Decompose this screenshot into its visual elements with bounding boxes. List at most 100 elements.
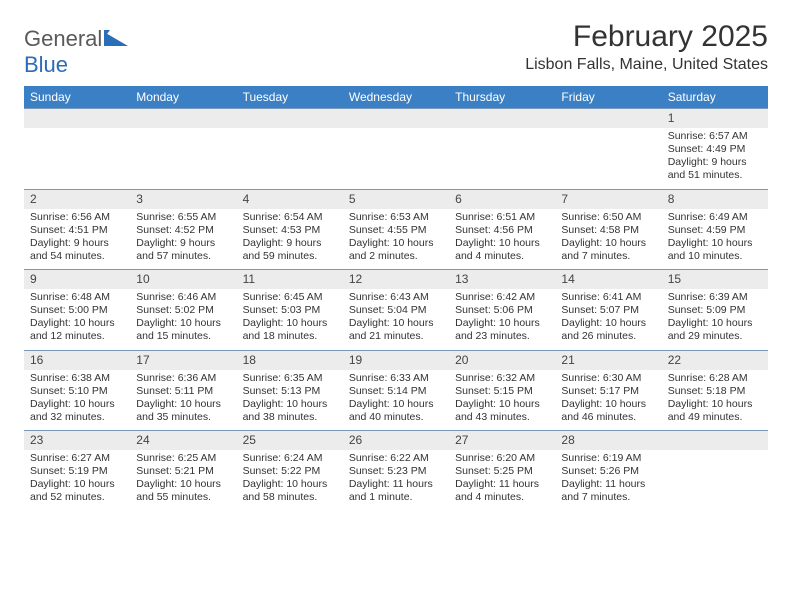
day-details: Sunrise: 6:30 AMSunset: 5:17 PMDaylight:…: [555, 370, 661, 431]
daylight-text: Daylight: 9 hours: [668, 156, 762, 169]
logo-word-1: General: [24, 26, 102, 51]
calendar-table: Sunday Monday Tuesday Wednesday Thursday…: [24, 86, 768, 511]
day-number: 4: [237, 190, 343, 209]
day-number: 18: [237, 351, 343, 370]
day-details: Sunrise: 6:28 AMSunset: 5:18 PMDaylight:…: [662, 370, 768, 431]
weekday-header: Monday: [130, 86, 236, 109]
sunset-text: Sunset: 5:02 PM: [136, 304, 230, 317]
daylight-text: Daylight: 10 hours: [30, 478, 124, 491]
day-number: 21: [555, 351, 661, 370]
day-details: Sunrise: 6:27 AMSunset: 5:19 PMDaylight:…: [24, 450, 130, 511]
sunrise-text: Sunrise: 6:32 AM: [455, 372, 549, 385]
day-number: [343, 109, 449, 128]
day-cell: 23Sunrise: 6:27 AMSunset: 5:19 PMDayligh…: [24, 431, 130, 511]
day-details: Sunrise: 6:19 AMSunset: 5:26 PMDaylight:…: [555, 450, 661, 511]
sunrise-text: Sunrise: 6:46 AM: [136, 291, 230, 304]
day-cell: 10Sunrise: 6:46 AMSunset: 5:02 PMDayligh…: [130, 270, 236, 351]
daylight-text: and 58 minutes.: [243, 491, 337, 504]
calendar-page: General Blue February 2025 Lisbon Falls,…: [0, 0, 792, 531]
day-details: Sunrise: 6:56 AMSunset: 4:51 PMDaylight:…: [24, 209, 130, 270]
day-details: Sunrise: 6:38 AMSunset: 5:10 PMDaylight:…: [24, 370, 130, 431]
day-cell: 21Sunrise: 6:30 AMSunset: 5:17 PMDayligh…: [555, 350, 661, 431]
day-details: Sunrise: 6:24 AMSunset: 5:22 PMDaylight:…: [237, 450, 343, 511]
day-cell: [449, 109, 555, 190]
sunset-text: Sunset: 5:03 PM: [243, 304, 337, 317]
day-number: 7: [555, 190, 661, 209]
day-details: Sunrise: 6:20 AMSunset: 5:25 PMDaylight:…: [449, 450, 555, 511]
daylight-text: and 29 minutes.: [668, 330, 762, 343]
sunset-text: Sunset: 5:19 PM: [30, 465, 124, 478]
sunrise-text: Sunrise: 6:49 AM: [668, 211, 762, 224]
day-cell: 3Sunrise: 6:55 AMSunset: 4:52 PMDaylight…: [130, 189, 236, 270]
day-number: 25: [237, 431, 343, 450]
daylight-text: and 57 minutes.: [136, 250, 230, 263]
sunrise-text: Sunrise: 6:57 AM: [668, 130, 762, 143]
day-number: 20: [449, 351, 555, 370]
day-cell: 24Sunrise: 6:25 AMSunset: 5:21 PMDayligh…: [130, 431, 236, 511]
day-cell: 19Sunrise: 6:33 AMSunset: 5:14 PMDayligh…: [343, 350, 449, 431]
day-details: Sunrise: 6:33 AMSunset: 5:14 PMDaylight:…: [343, 370, 449, 431]
day-cell: 9Sunrise: 6:48 AMSunset: 5:00 PMDaylight…: [24, 270, 130, 351]
sunset-text: Sunset: 4:52 PM: [136, 224, 230, 237]
day-cell: 17Sunrise: 6:36 AMSunset: 5:11 PMDayligh…: [130, 350, 236, 431]
daylight-text: and 2 minutes.: [349, 250, 443, 263]
daylight-text: and 35 minutes.: [136, 411, 230, 424]
sunrise-text: Sunrise: 6:51 AM: [455, 211, 549, 224]
day-details: Sunrise: 6:42 AMSunset: 5:06 PMDaylight:…: [449, 289, 555, 350]
day-details: Sunrise: 6:43 AMSunset: 5:04 PMDaylight:…: [343, 289, 449, 350]
sunrise-text: Sunrise: 6:30 AM: [561, 372, 655, 385]
day-number: 2: [24, 190, 130, 209]
day-number: [130, 109, 236, 128]
location-text: Lisbon Falls, Maine, United States: [525, 56, 768, 74]
day-cell: 26Sunrise: 6:22 AMSunset: 5:23 PMDayligh…: [343, 431, 449, 511]
sunrise-text: Sunrise: 6:27 AM: [30, 452, 124, 465]
day-details: Sunrise: 6:25 AMSunset: 5:21 PMDaylight:…: [130, 450, 236, 511]
daylight-text: Daylight: 10 hours: [136, 478, 230, 491]
daylight-text: Daylight: 10 hours: [349, 237, 443, 250]
sunset-text: Sunset: 5:07 PM: [561, 304, 655, 317]
sunset-text: Sunset: 5:04 PM: [349, 304, 443, 317]
weekday-header: Saturday: [662, 86, 768, 109]
weekday-header: Sunday: [24, 86, 130, 109]
day-details: Sunrise: 6:50 AMSunset: 4:58 PMDaylight:…: [555, 209, 661, 270]
day-details: [662, 450, 768, 506]
sunrise-text: Sunrise: 6:38 AM: [30, 372, 124, 385]
day-number: 11: [237, 270, 343, 289]
day-details: Sunrise: 6:45 AMSunset: 5:03 PMDaylight:…: [237, 289, 343, 350]
day-cell: 22Sunrise: 6:28 AMSunset: 5:18 PMDayligh…: [662, 350, 768, 431]
day-number: 16: [24, 351, 130, 370]
sunset-text: Sunset: 5:13 PM: [243, 385, 337, 398]
sunrise-text: Sunrise: 6:42 AM: [455, 291, 549, 304]
daylight-text: Daylight: 10 hours: [136, 398, 230, 411]
sunset-text: Sunset: 4:49 PM: [668, 143, 762, 156]
day-number: 28: [555, 431, 661, 450]
day-cell: 25Sunrise: 6:24 AMSunset: 5:22 PMDayligh…: [237, 431, 343, 511]
sunrise-text: Sunrise: 6:45 AM: [243, 291, 337, 304]
daylight-text: Daylight: 10 hours: [243, 478, 337, 491]
weekday-header: Tuesday: [237, 86, 343, 109]
day-number: 8: [662, 190, 768, 209]
day-cell: 13Sunrise: 6:42 AMSunset: 5:06 PMDayligh…: [449, 270, 555, 351]
sunrise-text: Sunrise: 6:24 AM: [243, 452, 337, 465]
daylight-text: Daylight: 10 hours: [243, 398, 337, 411]
sunrise-text: Sunrise: 6:54 AM: [243, 211, 337, 224]
sunset-text: Sunset: 5:17 PM: [561, 385, 655, 398]
logo-flag-icon: [104, 30, 128, 46]
day-details: Sunrise: 6:57 AMSunset: 4:49 PMDaylight:…: [662, 128, 768, 189]
sunrise-text: Sunrise: 6:25 AM: [136, 452, 230, 465]
day-number: 1: [662, 109, 768, 128]
daylight-text: Daylight: 10 hours: [668, 398, 762, 411]
daylight-text: and 26 minutes.: [561, 330, 655, 343]
daylight-text: Daylight: 10 hours: [561, 237, 655, 250]
daylight-text: Daylight: 10 hours: [561, 398, 655, 411]
daylight-text: and 38 minutes.: [243, 411, 337, 424]
day-cell: 6Sunrise: 6:51 AMSunset: 4:56 PMDaylight…: [449, 189, 555, 270]
day-number: 17: [130, 351, 236, 370]
day-details: [237, 128, 343, 184]
day-details: Sunrise: 6:32 AMSunset: 5:15 PMDaylight:…: [449, 370, 555, 431]
daylight-text: and 55 minutes.: [136, 491, 230, 504]
day-cell: 2Sunrise: 6:56 AMSunset: 4:51 PMDaylight…: [24, 189, 130, 270]
weekday-header: Friday: [555, 86, 661, 109]
sunset-text: Sunset: 5:26 PM: [561, 465, 655, 478]
day-cell: 8Sunrise: 6:49 AMSunset: 4:59 PMDaylight…: [662, 189, 768, 270]
